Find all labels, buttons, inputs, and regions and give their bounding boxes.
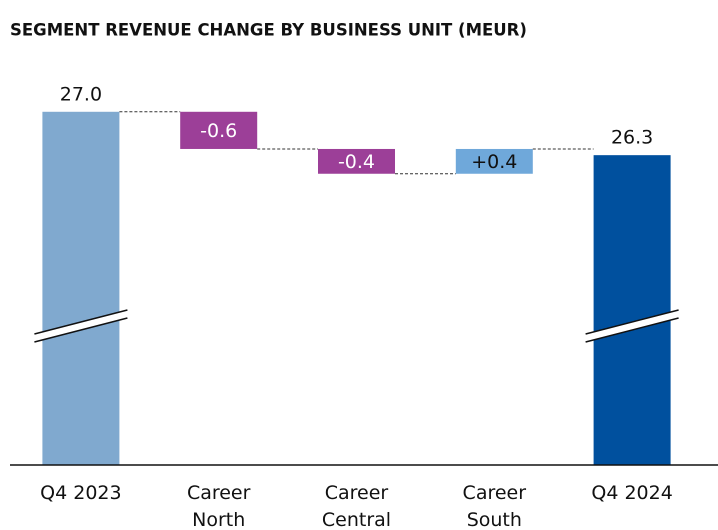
- x-tick-label: Career Central: [322, 482, 391, 530]
- bar: [42, 111, 120, 465]
- x-tick-label: Career South: [463, 482, 527, 530]
- data-label: 27.0: [60, 83, 102, 105]
- axis-break: [34, 310, 128, 342]
- data-label: +0.4: [471, 151, 517, 173]
- bar: [593, 155, 671, 465]
- axis-break: [585, 310, 679, 342]
- axis-break-line: [34, 309, 128, 335]
- axis-break-line: [585, 309, 679, 335]
- data-label: -0.6: [200, 120, 237, 142]
- x-tick-label: Career North: [187, 482, 251, 530]
- axis-break-line: [34, 317, 128, 343]
- chart-title: SEGMENT REVENUE CHANGE BY BUSINESS UNIT …: [10, 21, 527, 40]
- axis-break-line: [585, 317, 679, 343]
- data-label: -0.4: [338, 151, 375, 173]
- x-tick-label: Q4 2024: [591, 482, 672, 504]
- bar: [180, 111, 258, 149]
- data-label: 26.3: [611, 127, 653, 149]
- x-tick-label: Q4 2023: [40, 482, 121, 504]
- bar: [455, 148, 533, 174]
- bar: [318, 148, 395, 174]
